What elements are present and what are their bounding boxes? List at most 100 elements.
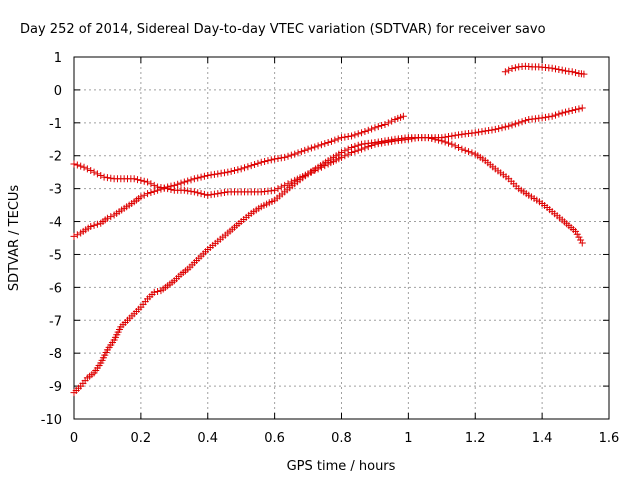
data-point [90, 221, 98, 229]
data-point [399, 112, 407, 120]
data-point [455, 131, 463, 139]
data-point [277, 154, 285, 162]
data-point [448, 132, 456, 140]
data-point [481, 127, 489, 135]
data-point [87, 167, 95, 175]
data-point [555, 110, 563, 118]
data-point [281, 153, 289, 161]
data-point [237, 165, 245, 173]
data-point [184, 177, 192, 185]
data-point [381, 120, 389, 128]
data-point [448, 140, 456, 148]
y-tick-label: -5 [49, 248, 62, 263]
data-point [368, 125, 376, 133]
data-point [578, 239, 586, 247]
y-tick-label: -6 [49, 281, 62, 296]
data-point [351, 131, 359, 139]
data-point [210, 190, 218, 198]
x-tick-label: 0.4 [197, 431, 218, 446]
data-point [87, 222, 95, 230]
data-point [93, 170, 101, 178]
x-axis-label: GPS time / hours [287, 459, 396, 474]
data-point [140, 177, 148, 185]
data-point [505, 122, 513, 130]
data-point [297, 148, 305, 156]
data-point [147, 180, 155, 188]
data-point [451, 142, 459, 150]
y-tick-label: -8 [49, 347, 62, 362]
data-point [187, 176, 195, 184]
series-track-c [70, 134, 586, 397]
data-point [294, 149, 302, 157]
data-point [224, 168, 232, 176]
data-point [475, 128, 483, 136]
data-point [150, 181, 158, 189]
data-point [190, 188, 198, 196]
data-point [200, 190, 208, 198]
series-layer [70, 62, 588, 397]
data-point [103, 174, 111, 182]
data-point [150, 187, 158, 195]
data-point [374, 138, 382, 146]
data-point [267, 156, 275, 164]
data-point [177, 179, 185, 187]
data-point [431, 135, 439, 143]
data-point [227, 167, 235, 175]
data-point [167, 185, 175, 193]
data-point [134, 176, 142, 184]
data-point [217, 189, 225, 197]
y-tick-label: -7 [49, 314, 62, 329]
data-point [130, 175, 138, 183]
data-point [354, 141, 362, 149]
data-point [455, 144, 463, 151]
data-point [140, 191, 148, 199]
data-point [358, 129, 366, 137]
data-point [271, 186, 279, 194]
data-point [144, 190, 152, 198]
data-point [321, 140, 329, 148]
data-point [214, 190, 222, 198]
data-point [324, 139, 332, 147]
data-point [558, 109, 566, 117]
data-point [214, 170, 222, 178]
data-point [241, 164, 249, 172]
data-point [374, 123, 382, 131]
data-point [354, 130, 362, 138]
data-point [93, 220, 101, 228]
data-point [485, 127, 493, 134]
data-point [284, 152, 292, 160]
data-point [541, 113, 549, 121]
data-point [204, 171, 212, 179]
x-tick-label: 1.4 [532, 431, 553, 446]
data-point [381, 137, 389, 145]
data-point [180, 178, 188, 186]
data-point [73, 161, 81, 169]
data-point [434, 136, 442, 144]
data-point [261, 157, 269, 165]
data-point [495, 125, 503, 133]
data-point [150, 288, 158, 296]
data-point [545, 113, 553, 121]
data-point [580, 70, 588, 78]
data-point [190, 175, 198, 183]
data-point [180, 186, 188, 194]
data-point [384, 119, 392, 127]
data-point [284, 180, 292, 188]
data-point [573, 230, 581, 238]
data-point [361, 127, 369, 135]
data-point [197, 173, 205, 181]
data-point [461, 146, 469, 154]
data-point [348, 144, 356, 151]
data-point [555, 66, 563, 74]
data-point [548, 112, 556, 120]
x-tick-label: 0 [70, 431, 78, 446]
data-point [488, 126, 496, 134]
data-point [498, 124, 506, 132]
data-point [307, 144, 315, 152]
data-point [194, 174, 202, 182]
data-point [204, 191, 212, 199]
data-point [251, 161, 259, 168]
data-point [217, 169, 225, 177]
data-point [207, 191, 215, 199]
y-tick-label: -9 [49, 380, 62, 395]
